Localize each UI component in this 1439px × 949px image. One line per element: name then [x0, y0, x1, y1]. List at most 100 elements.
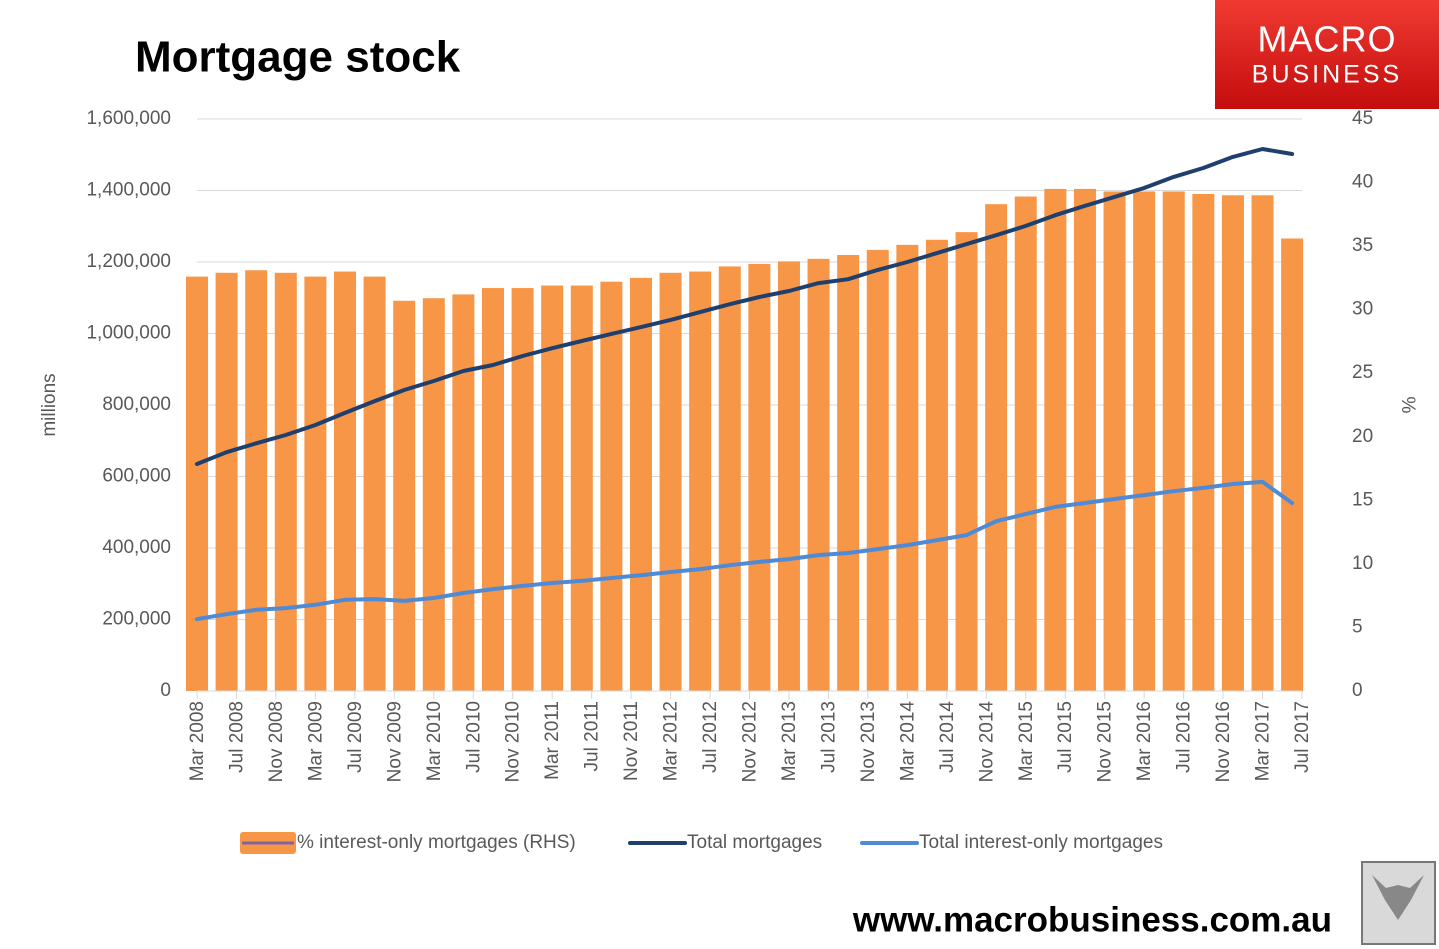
x-tick-label: Nov 2013 — [858, 701, 879, 782]
bar — [837, 255, 860, 691]
x-tick-label: Nov 2010 — [503, 701, 524, 782]
x-tick-label: Mar 2011 — [542, 701, 563, 780]
bar — [1192, 193, 1215, 692]
y-tick-label: 800,000 — [102, 394, 171, 415]
bar — [570, 285, 593, 691]
legend-label: Total interest-only mortgages — [919, 832, 1163, 853]
y2-tick-label: 45 — [1352, 108, 1373, 129]
y-tick-label: 200,000 — [102, 609, 171, 630]
legend-label: % interest-only mortgages (RHS) — [297, 832, 576, 853]
bar — [1103, 191, 1126, 691]
y2-tick-label: 25 — [1352, 362, 1373, 383]
bar — [985, 204, 1008, 692]
y2-tick-label: 20 — [1352, 426, 1373, 447]
x-tick-label: Mar 2008 — [187, 701, 208, 781]
bar — [896, 244, 919, 691]
x-tick-label: Mar 2010 — [424, 701, 445, 781]
y-tick-label: 400,000 — [102, 537, 171, 558]
x-tick-label: Mar 2012 — [661, 701, 682, 781]
footer-url: www.macrobusiness.com.au — [852, 900, 1332, 939]
bar — [393, 300, 416, 691]
legend-label: Total mortgages — [687, 832, 822, 853]
line-series — [195, 479, 1295, 622]
bar — [955, 232, 978, 691]
bar — [1044, 188, 1067, 691]
y2-tick-label: 30 — [1352, 299, 1373, 320]
x-tick-label: Mar 2015 — [1016, 701, 1037, 781]
bar — [452, 294, 475, 691]
logo-text: BUSINESS — [1252, 61, 1402, 89]
bar — [925, 239, 948, 691]
y2-axis-label: % — [1397, 397, 1418, 414]
x-tick-label: Nov 2012 — [740, 701, 761, 782]
bar — [1221, 195, 1244, 691]
y2-tick-label: 5 — [1352, 616, 1363, 637]
bar — [541, 285, 564, 691]
bar — [245, 270, 268, 691]
bar — [215, 272, 238, 691]
y2-tick-label: 10 — [1352, 553, 1373, 574]
logo-box — [1215, 0, 1439, 109]
bar — [1014, 196, 1037, 691]
x-tick-label: Nov 2014 — [976, 701, 997, 783]
x-tick-label: Jul 2013 — [818, 701, 839, 773]
bar — [363, 276, 386, 691]
x-tick-label: Jul 2010 — [463, 701, 484, 773]
bar — [689, 271, 712, 691]
x-tick-label: Jul 2009 — [345, 701, 366, 773]
y2-tick-label: 15 — [1352, 489, 1373, 510]
x-tick-label: Jul 2011 — [582, 701, 603, 771]
x-tick-label: Jul 2016 — [1174, 701, 1195, 773]
bar — [422, 298, 445, 691]
bar — [186, 276, 208, 691]
x-tick-label: Nov 2016 — [1213, 701, 1234, 782]
bar — [866, 249, 889, 691]
bar — [304, 276, 327, 691]
bar — [1073, 188, 1096, 691]
bar — [274, 272, 297, 691]
x-tick-label: Jul 2015 — [1055, 701, 1076, 773]
y2-tick-label: 40 — [1352, 172, 1373, 193]
fox-image — [1372, 875, 1424, 920]
x-tick-label: Mar 2009 — [305, 701, 326, 781]
fox-image — [1361, 861, 1436, 945]
bar — [629, 277, 652, 691]
bar — [718, 266, 741, 691]
x-tick-label: Mar 2017 — [1253, 701, 1274, 781]
bar — [777, 261, 800, 691]
x-tick-label: Nov 2011 — [621, 701, 642, 781]
y-tick-label: 0 — [160, 680, 171, 701]
logo-text: MACRO — [1258, 19, 1397, 60]
y-tick-label: 1,200,000 — [86, 251, 171, 272]
x-tick-label: Mar 2016 — [1134, 701, 1155, 781]
bar — [511, 288, 534, 691]
x-tick-label: Nov 2009 — [384, 701, 405, 782]
y2-tick-label: 0 — [1352, 680, 1363, 701]
bar — [1251, 195, 1274, 691]
y-axis-label: millions — [39, 373, 60, 436]
x-tick-label: Mar 2014 — [897, 701, 918, 782]
x-tick-label: Jul 2014 — [937, 701, 958, 773]
bar — [659, 272, 682, 691]
line-series — [195, 147, 1295, 466]
bar — [600, 281, 623, 691]
x-tick-label: Nov 2015 — [1095, 701, 1116, 782]
x-tick-label: Jul 2008 — [226, 701, 247, 773]
x-tick-label: Mar 2013 — [779, 701, 800, 781]
chart-title: Mortgage stock — [135, 33, 461, 82]
bar — [333, 271, 356, 691]
bar — [1281, 238, 1304, 692]
bar — [807, 258, 830, 691]
bar — [481, 288, 504, 691]
y-tick-label: 1,400,000 — [86, 180, 171, 201]
x-tick-label: Jul 2012 — [700, 701, 721, 773]
y-tick-label: 600,000 — [102, 466, 171, 487]
bar — [748, 263, 771, 691]
y-tick-label: 1,600,000 — [86, 108, 171, 129]
x-tick-label: Jul 2017 — [1292, 701, 1313, 773]
y2-tick-label: 35 — [1352, 235, 1373, 256]
x-tick-label: Nov 2008 — [266, 701, 287, 782]
bar — [1133, 191, 1156, 691]
